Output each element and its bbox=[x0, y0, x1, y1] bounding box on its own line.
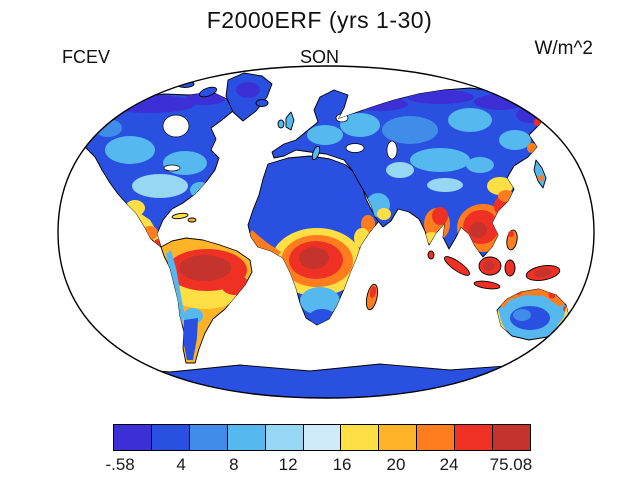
colorbar-tick-label: -.58 bbox=[105, 455, 135, 474]
colorbar-cell-5 bbox=[303, 425, 342, 450]
map-content bbox=[58, 72, 594, 398]
continent-australia bbox=[496, 288, 570, 341]
colorbar-cell-4 bbox=[265, 425, 304, 450]
colorbar-tick-label: 75.08 bbox=[489, 455, 533, 474]
colorbar-cells bbox=[114, 425, 530, 450]
colorbar-tick-label: 16 bbox=[332, 455, 352, 474]
continent-south-america bbox=[160, 237, 253, 364]
colorbar-cell-2 bbox=[189, 425, 228, 450]
colorbar-cell-9 bbox=[455, 425, 494, 450]
colorbar-cell-8 bbox=[417, 425, 456, 450]
colorbar-tick-label: 8 bbox=[229, 455, 239, 474]
british-isles bbox=[277, 111, 295, 131]
colorbar-cell-0 bbox=[114, 425, 152, 450]
japan bbox=[533, 159, 547, 189]
colorbar-cell-7 bbox=[379, 425, 418, 450]
units-label: W/m^2 bbox=[534, 38, 593, 59]
variable-label: FCEV bbox=[62, 47, 111, 67]
colorbar-tick-label: 24 bbox=[439, 455, 459, 474]
colorbar-cell-1 bbox=[151, 425, 190, 450]
continent-eurasia bbox=[271, 87, 548, 258]
tasmania bbox=[545, 344, 555, 352]
colorbar-cell-6 bbox=[341, 425, 380, 450]
greenland bbox=[225, 72, 273, 122]
new-zealand bbox=[575, 295, 589, 322]
colorbar-tick-label: 20 bbox=[386, 455, 406, 474]
italy bbox=[311, 145, 321, 161]
continent-africa bbox=[247, 155, 380, 326]
colorbar-tick-labels: -.58 4 8 12 16 20 24 75.08 bbox=[105, 455, 533, 475]
colorbar-cell-10 bbox=[493, 425, 530, 450]
caribbean-islands bbox=[171, 212, 197, 223]
colorbar bbox=[113, 424, 531, 451]
indonesia-islands bbox=[443, 229, 561, 290]
colorbar-tick-label: 12 bbox=[278, 455, 298, 474]
madagascar bbox=[365, 283, 379, 311]
iceland bbox=[255, 99, 269, 107]
sri-lanka bbox=[427, 250, 435, 260]
colorbar-cell-3 bbox=[227, 425, 266, 450]
season-label: SON bbox=[299, 47, 339, 67]
continent-antarctica bbox=[58, 363, 594, 398]
continent-north-america bbox=[61, 91, 234, 248]
colorbar-tick-label: 4 bbox=[176, 455, 186, 474]
plot-title: F2000ERF (yrs 1-30) bbox=[206, 7, 433, 33]
